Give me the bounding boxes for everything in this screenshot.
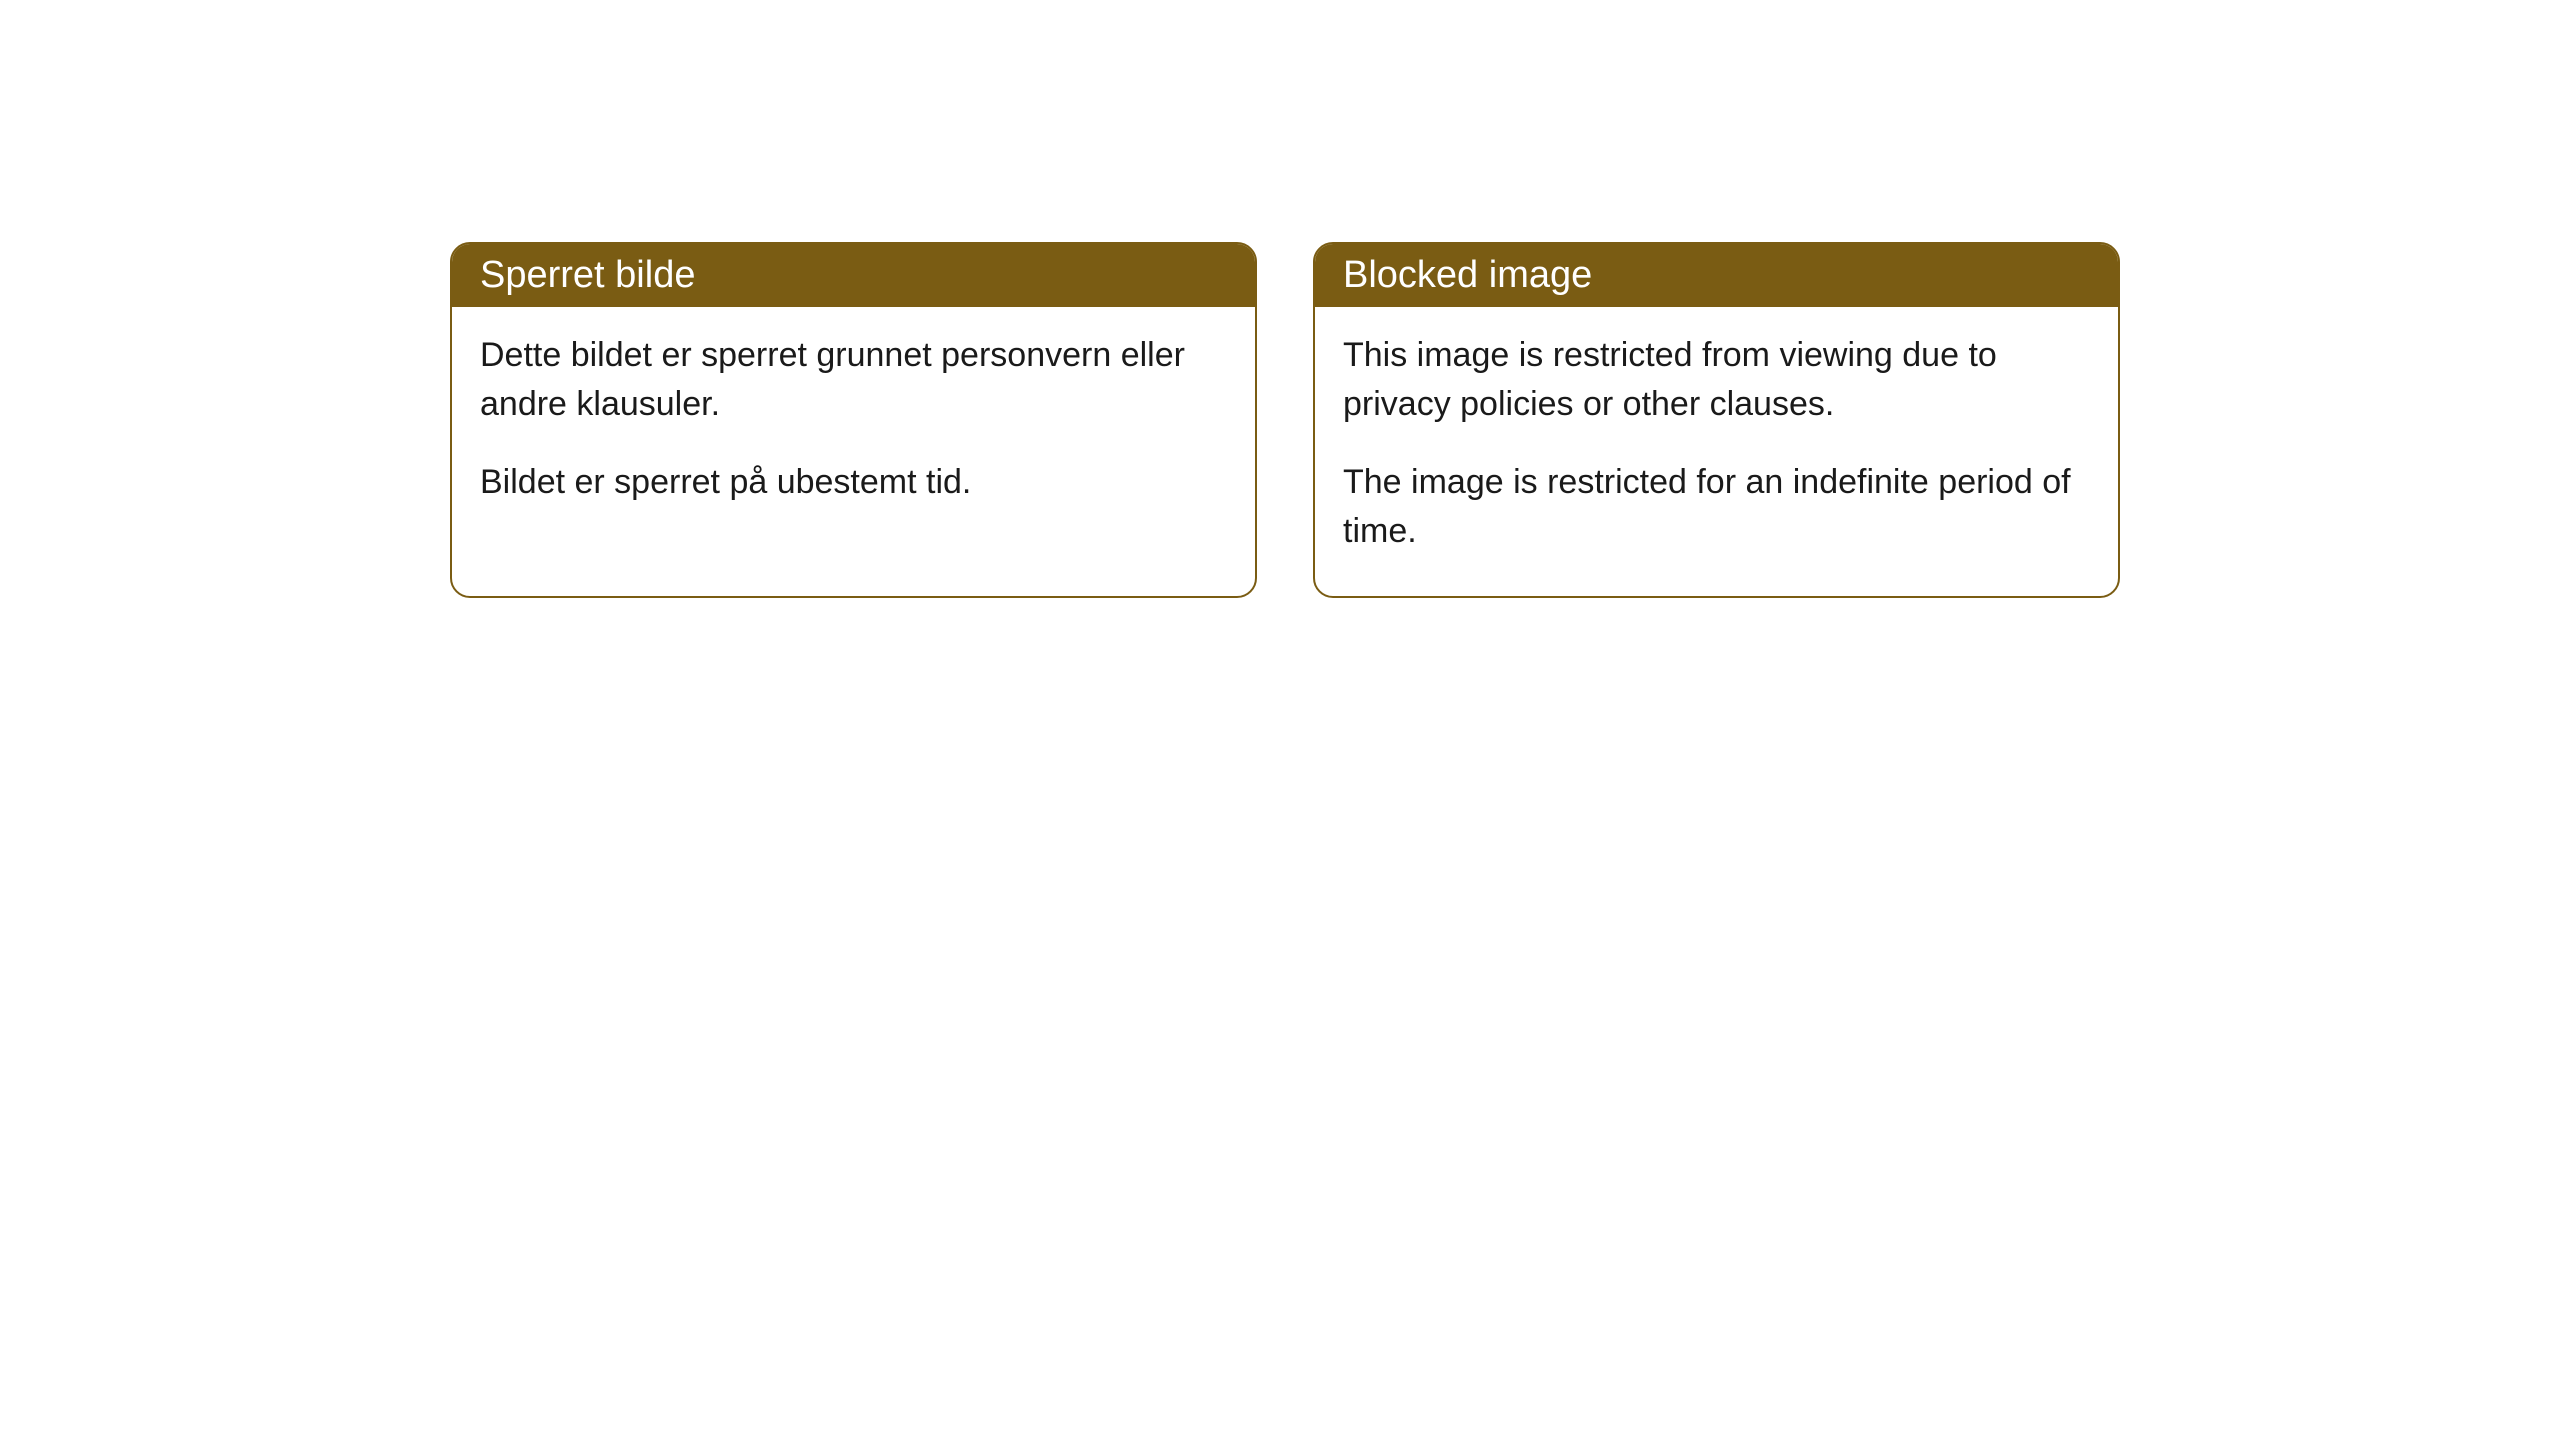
card-paragraph-2-en: The image is restricted for an indefinit… bbox=[1343, 458, 2090, 557]
card-title-en: Blocked image bbox=[1343, 254, 1592, 296]
card-paragraph-1-en: This image is restricted from viewing du… bbox=[1343, 331, 2090, 430]
card-header-en: Blocked image bbox=[1315, 244, 2118, 307]
card-header-no: Sperret bilde bbox=[452, 244, 1255, 307]
card-paragraph-1-no: Dette bildet er sperret grunnet personve… bbox=[480, 331, 1227, 430]
blocked-notice-card-no: Sperret bilde Dette bildet er sperret gr… bbox=[450, 242, 1257, 598]
card-paragraph-2-no: Bildet er sperret på ubestemt tid. bbox=[480, 458, 1227, 507]
card-body-en: This image is restricted from viewing du… bbox=[1315, 307, 2118, 596]
blocked-notice-card-en: Blocked image This image is restricted f… bbox=[1313, 242, 2120, 598]
card-body-no: Dette bildet er sperret grunnet personve… bbox=[452, 307, 1255, 547]
card-title-no: Sperret bilde bbox=[480, 254, 695, 296]
notice-cards-container: Sperret bilde Dette bildet er sperret gr… bbox=[450, 242, 2120, 598]
